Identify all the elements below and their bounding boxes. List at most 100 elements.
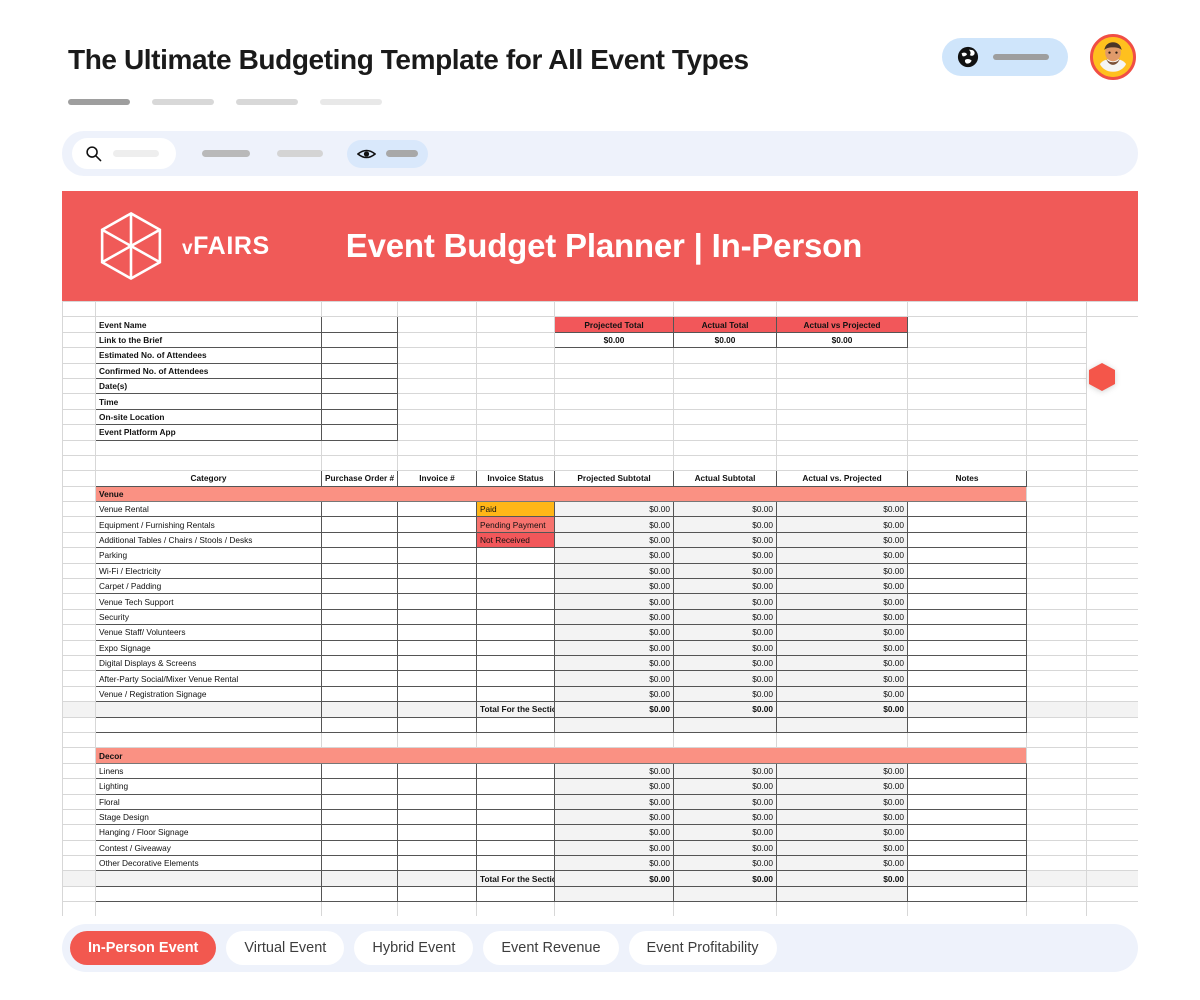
empty-cell[interactable] xyxy=(554,731,674,749)
purchase-order-cell[interactable] xyxy=(321,547,398,564)
total-spacer-cell[interactable] xyxy=(321,870,398,887)
empty-cell[interactable] xyxy=(476,393,555,410)
empty-cell[interactable] xyxy=(776,362,908,379)
purchase-order-cell[interactable] xyxy=(321,654,398,672)
empty-cell[interactable] xyxy=(907,331,1027,349)
status-badge[interactable]: Pending Payment xyxy=(476,516,555,533)
empty-cell[interactable] xyxy=(1086,593,1138,610)
empty-cell[interactable] xyxy=(907,424,1027,441)
section-total-0[interactable]: $0.00 xyxy=(554,870,674,887)
empty-cell[interactable] xyxy=(907,439,1027,456)
section-title[interactable]: Decor xyxy=(95,747,1027,764)
empty-cell[interactable] xyxy=(673,454,777,472)
empty-cell[interactable] xyxy=(321,301,398,318)
category-cell[interactable]: Hanging / Floor Signage xyxy=(95,824,322,841)
empty-cell[interactable] xyxy=(397,731,477,749)
empty-cell[interactable] xyxy=(776,408,908,426)
row-gutter[interactable] xyxy=(62,885,96,903)
invoice-number-cell[interactable] xyxy=(397,855,477,872)
notes-cell[interactable] xyxy=(907,793,1027,810)
empty-cell[interactable] xyxy=(1026,778,1087,795)
empty-cell[interactable] xyxy=(1086,870,1138,887)
empty-cell[interactable] xyxy=(776,347,908,364)
empty-cell[interactable] xyxy=(673,439,777,456)
empty-cell[interactable] xyxy=(476,454,555,472)
empty-cell[interactable] xyxy=(95,885,322,903)
spreadsheet[interactable]: Event Name Projected Total Actual Total Act… xyxy=(62,301,1138,916)
empty-cell[interactable] xyxy=(1086,470,1138,487)
row-gutter[interactable] xyxy=(62,331,96,349)
empty-cell[interactable] xyxy=(1086,793,1138,810)
category-cell[interactable]: Venue Staff/ Volunteers xyxy=(95,624,322,641)
notes-cell[interactable] xyxy=(907,516,1027,533)
row-gutter[interactable] xyxy=(62,424,96,441)
empty-cell[interactable] xyxy=(673,901,777,916)
empty-cell[interactable] xyxy=(673,885,777,903)
notes-cell[interactable] xyxy=(907,639,1027,656)
purchase-order-cell[interactable] xyxy=(321,639,398,656)
info-label[interactable]: Event Platform App xyxy=(95,424,322,441)
section-title[interactable]: Venue xyxy=(95,485,1027,503)
category-cell[interactable]: Additional Tables / Chairs / Stools / De… xyxy=(95,531,322,549)
empty-cell[interactable] xyxy=(1026,316,1087,333)
row-gutter[interactable] xyxy=(62,516,96,533)
empty-cell[interactable] xyxy=(554,716,674,733)
empty-cell[interactable] xyxy=(776,424,908,441)
category-cell[interactable]: Wi-Fi / Electricity xyxy=(95,562,322,580)
invoice-status-cell[interactable] xyxy=(476,824,555,841)
tab-event-profitability[interactable]: Event Profitability xyxy=(628,931,777,965)
column-header-7[interactable]: Notes xyxy=(907,470,1027,487)
empty-cell[interactable] xyxy=(1086,731,1138,749)
actual-subtotal-cell[interactable]: $0.00 xyxy=(673,624,777,641)
notes-cell[interactable] xyxy=(907,839,1027,857)
empty-cell[interactable] xyxy=(554,347,674,364)
notes-cell[interactable] xyxy=(907,701,1027,718)
empty-cell[interactable] xyxy=(1086,885,1138,903)
row-gutter[interactable] xyxy=(62,855,96,872)
empty-cell[interactable] xyxy=(1026,393,1087,410)
empty-cell[interactable] xyxy=(776,731,908,749)
projected-subtotal-cell[interactable]: $0.00 xyxy=(554,855,674,872)
empty-cell[interactable] xyxy=(907,393,1027,410)
actual-subtotal-cell[interactable]: $0.00 xyxy=(673,547,777,564)
actual-vs-projected-cell[interactable]: $0.00 xyxy=(776,685,908,703)
row-gutter[interactable] xyxy=(62,639,96,656)
empty-cell[interactable] xyxy=(673,408,777,426)
empty-cell[interactable] xyxy=(476,301,555,318)
notes-cell[interactable] xyxy=(907,593,1027,610)
total-spacer-cell[interactable] xyxy=(397,870,477,887)
empty-cell[interactable] xyxy=(776,301,908,318)
empty-cell[interactable] xyxy=(673,731,777,749)
empty-cell[interactable] xyxy=(554,408,674,426)
empty-cell[interactable] xyxy=(95,731,322,749)
empty-cell[interactable] xyxy=(397,716,477,733)
empty-cell[interactable] xyxy=(1026,562,1087,580)
projected-subtotal-cell[interactable]: $0.00 xyxy=(554,501,674,518)
invoice-number-cell[interactable] xyxy=(397,793,477,810)
empty-cell[interactable] xyxy=(476,408,555,426)
actual-subtotal-cell[interactable]: $0.00 xyxy=(673,839,777,857)
projected-subtotal-cell[interactable]: $0.00 xyxy=(554,670,674,687)
avatar[interactable] xyxy=(1090,34,1136,80)
empty-cell[interactable] xyxy=(1026,901,1087,916)
notes-cell[interactable] xyxy=(907,531,1027,549)
actual-subtotal-cell[interactable]: $0.00 xyxy=(673,593,777,610)
row-gutter[interactable] xyxy=(62,624,96,641)
category-cell[interactable]: Linens xyxy=(95,762,322,780)
actual-vs-projected-cell[interactable]: $0.00 xyxy=(776,562,908,580)
actual-subtotal-cell[interactable]: $0.00 xyxy=(673,501,777,518)
invoice-status-cell[interactable] xyxy=(476,855,555,872)
invoice-number-cell[interactable] xyxy=(397,562,477,580)
empty-cell[interactable] xyxy=(1026,716,1087,733)
purchase-order-cell[interactable] xyxy=(321,793,398,810)
empty-cell[interactable] xyxy=(907,901,1027,916)
notes-cell[interactable] xyxy=(907,762,1027,780)
search-input[interactable] xyxy=(72,138,176,169)
row-gutter[interactable] xyxy=(62,316,96,333)
actual-vs-projected-cell[interactable]: $0.00 xyxy=(776,501,908,518)
empty-cell[interactable] xyxy=(1086,624,1138,641)
empty-cell[interactable] xyxy=(95,439,322,456)
info-label[interactable]: Event Name xyxy=(95,316,322,333)
actual-subtotal-cell[interactable]: $0.00 xyxy=(673,824,777,841)
category-cell[interactable]: Digital Displays & Screens xyxy=(95,654,322,672)
